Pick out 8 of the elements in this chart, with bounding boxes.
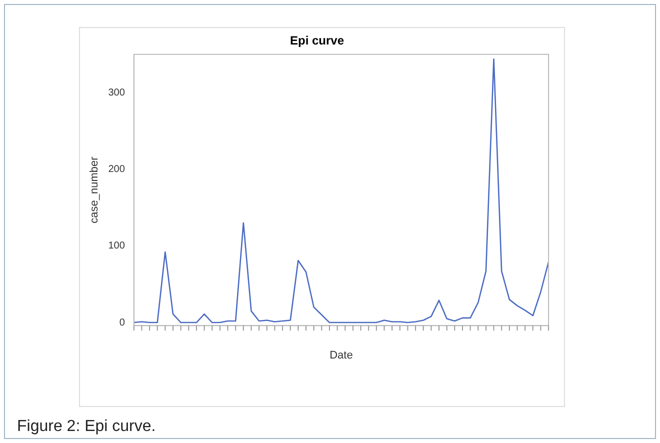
y-tick-label: 0: [119, 317, 126, 328]
y-tick-label: 300: [108, 87, 126, 98]
x-axis-title: Date: [330, 349, 353, 362]
y-tick-label: 100: [108, 240, 126, 252]
y-axis-title: case_number: [88, 156, 101, 224]
y-tick-label: 200: [108, 164, 126, 176]
caption: Figure 2: Epi curve.: [17, 418, 156, 436]
chart-title: Epi curve: [290, 34, 344, 48]
